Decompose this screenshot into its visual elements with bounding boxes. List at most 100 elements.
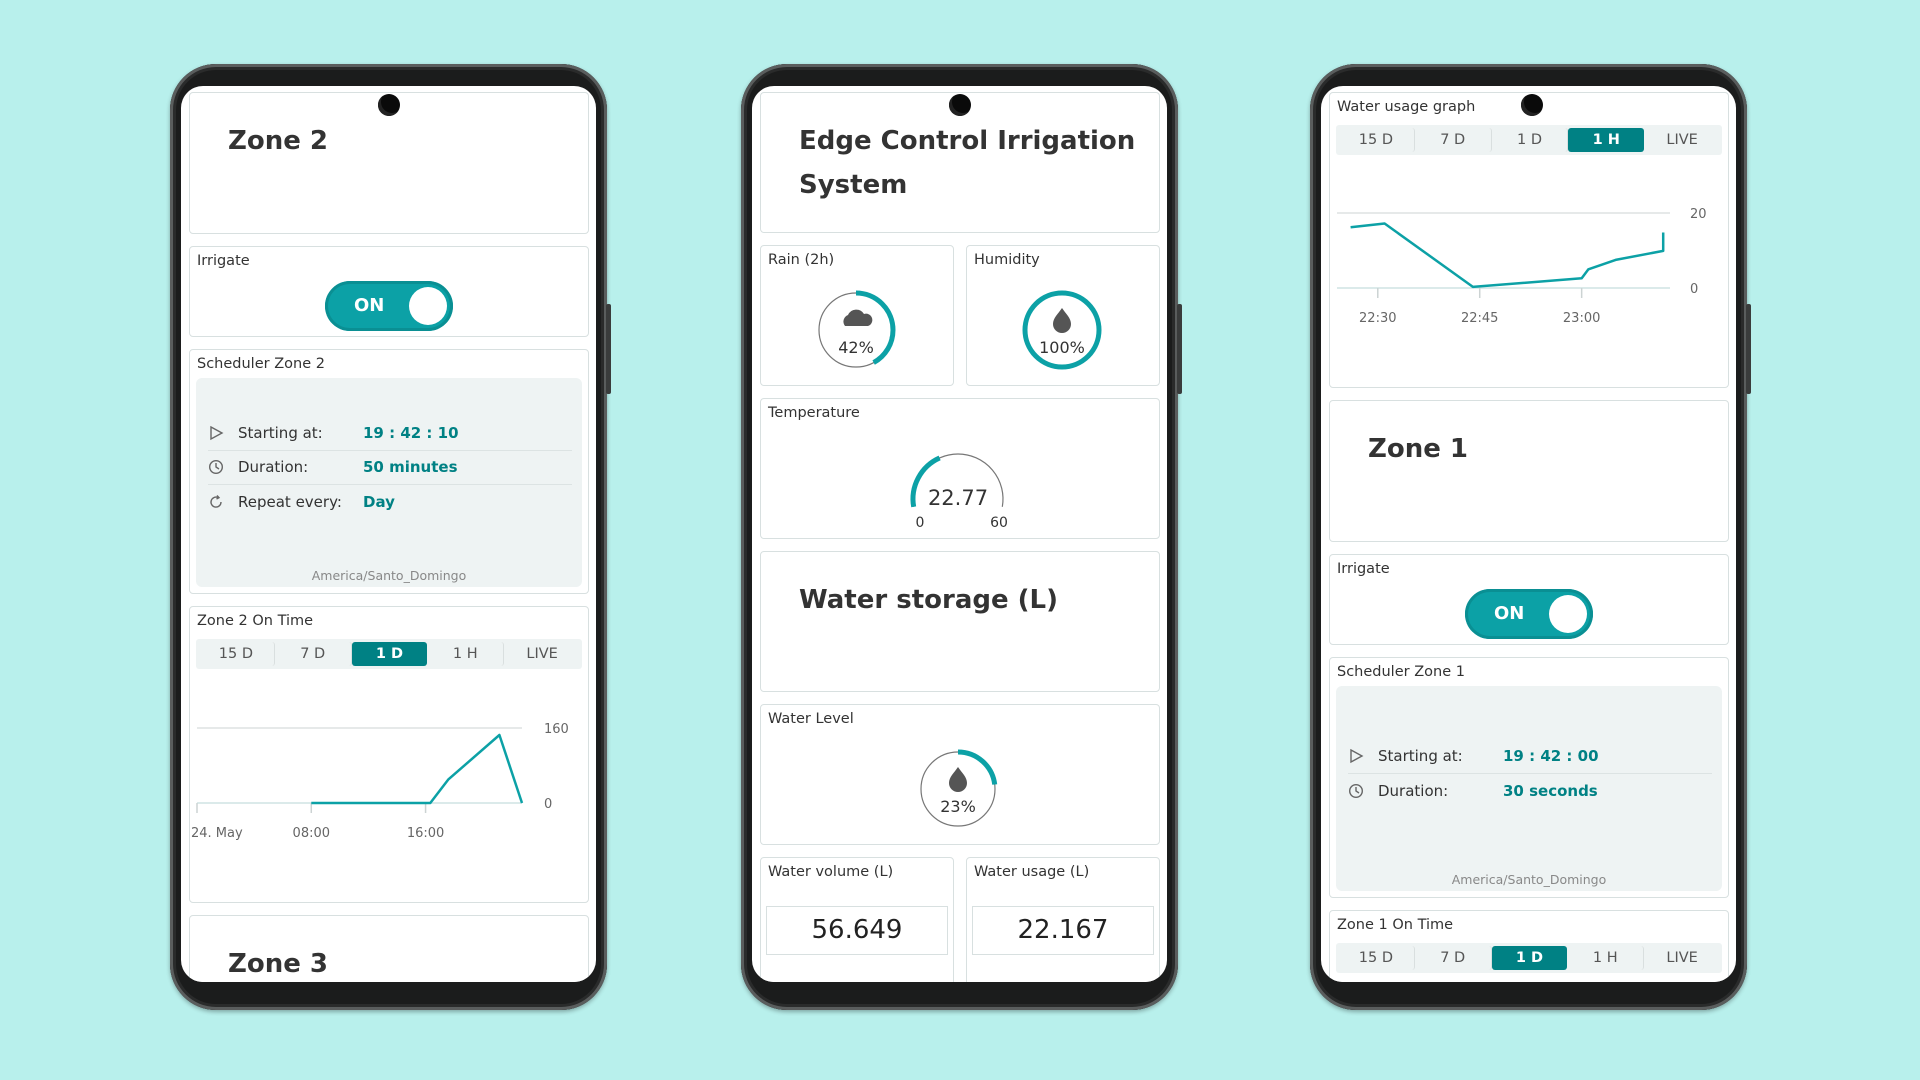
time-range-tabs: 15 D 7 D 1 D 1 H LIVE bbox=[196, 639, 582, 669]
gauge-fill bbox=[816, 290, 896, 370]
tab-1d[interactable]: 1 D bbox=[351, 642, 428, 666]
gauge-fill bbox=[918, 749, 998, 829]
play-icon bbox=[1348, 748, 1378, 764]
phone-zone2: Zone 2 Irrigate ON Scheduler Zone 2 Star… bbox=[170, 64, 611, 1010]
zone3-title: Zone 3 bbox=[228, 949, 329, 979]
card-label: Humidity bbox=[974, 252, 1040, 268]
phone-zone1: Water usage graph 15 D 7 D 1 D 1 H LIVE … bbox=[1310, 64, 1751, 1010]
toggle-label: ON bbox=[1494, 603, 1525, 624]
section-title: Water storage (L) bbox=[799, 585, 1058, 615]
x-tick-label: 22:30 bbox=[1359, 311, 1396, 326]
card-label: Water Level bbox=[768, 711, 854, 727]
tab-15d[interactable]: 15 D bbox=[1338, 946, 1415, 970]
water-volume-card: Water volume (L) 56.649 bbox=[760, 857, 954, 982]
tab-live[interactable]: LIVE bbox=[1666, 950, 1698, 966]
x-tick-label: 24. May bbox=[191, 826, 243, 841]
tab-1d[interactable]: 1 D bbox=[1492, 128, 1569, 152]
time-range-tabs: 15 D 7 D 1 D 1 H LIVE bbox=[1336, 943, 1722, 973]
irrigate-toggle[interactable]: ON bbox=[1465, 589, 1593, 639]
water-level-gauge: 23% bbox=[918, 749, 998, 829]
humidity-gauge: 100% bbox=[1022, 290, 1102, 370]
gauge-value: 23% bbox=[940, 797, 976, 816]
tab-15d[interactable]: 15 D bbox=[198, 642, 275, 666]
irrigate-card: Irrigate ON bbox=[189, 246, 589, 337]
app-title-line1: Edge Control Irrigation bbox=[799, 126, 1136, 156]
timezone-label: America/Santo_Domingo bbox=[1451, 872, 1607, 887]
card-label: Scheduler Zone 2 bbox=[197, 356, 325, 372]
card-label: Water volume (L) bbox=[768, 864, 894, 880]
toggle-knob bbox=[1549, 595, 1587, 633]
scheduler-panel[interactable]: Starting at: 19 : 42 : 00 Duration: 30 s… bbox=[1336, 686, 1722, 891]
clock-icon bbox=[208, 459, 238, 475]
tab-7d[interactable]: 7 D bbox=[275, 642, 352, 666]
toggle-knob bbox=[409, 287, 447, 325]
water-drop-icon bbox=[949, 767, 967, 792]
schedule-value: 50 minutes bbox=[363, 458, 458, 476]
x-tick-label: 23:00 bbox=[1563, 311, 1600, 326]
gauge-value: 100% bbox=[1039, 338, 1085, 357]
irrigate-card: Irrigate ON bbox=[1329, 554, 1729, 645]
play-icon bbox=[208, 425, 238, 441]
x-tick-label: 08:00 bbox=[293, 826, 330, 841]
gauge-fill bbox=[910, 455, 941, 508]
rain-card: Rain (2h) 42% bbox=[760, 245, 954, 386]
water-usage-value: 22.167 bbox=[972, 906, 1154, 955]
y-tick-label: 0 bbox=[544, 797, 552, 812]
zone3-title-card: Zone 3 bbox=[189, 915, 589, 982]
tab-1h[interactable]: 1 H bbox=[427, 642, 505, 666]
temperature-card: Temperature 22.77 0 60 bbox=[760, 398, 1160, 539]
clock-icon bbox=[1348, 783, 1378, 799]
water-drop-icon bbox=[1053, 308, 1071, 333]
irrigate-toggle[interactable]: ON bbox=[325, 281, 453, 331]
camera-icon bbox=[377, 94, 400, 116]
card-label: Zone 1 On Time bbox=[1337, 917, 1454, 933]
series-line bbox=[1350, 222, 1665, 289]
cloud-icon bbox=[843, 309, 873, 326]
water-storage-title-card: Water storage (L) bbox=[760, 551, 1160, 692]
water-usage-graph-card: Water usage graph 15 D 7 D 1 D 1 H LIVE … bbox=[1329, 92, 1729, 388]
tab-7d[interactable]: 7 D bbox=[1415, 946, 1492, 970]
series-line bbox=[311, 733, 524, 805]
temperature-gauge: 22.77 0 60 bbox=[910, 453, 1008, 531]
phone-overview: Edge Control Irrigation System Rain (2h)… bbox=[741, 64, 1182, 1010]
gauge-min: 0 bbox=[916, 515, 925, 531]
page-title: Zone 2 bbox=[228, 126, 329, 156]
scheduler-panel[interactable]: Starting at: 19 : 42 : 10 Duration: 50 m… bbox=[196, 378, 582, 587]
schedule-key: Starting at: bbox=[1378, 747, 1463, 765]
gauge-value: 42% bbox=[838, 338, 874, 357]
y-tick-label: 0 bbox=[1690, 282, 1698, 297]
screen: Water usage graph 15 D 7 D 1 D 1 H LIVE … bbox=[1321, 86, 1736, 982]
zone1-title-card: Zone 1 bbox=[1329, 400, 1729, 542]
zone2-on-time-chart: 0 160 24. May 08:00 16:00 bbox=[191, 722, 569, 841]
scheduler-card: Scheduler Zone 2 Starting at: 19 : 42 : … bbox=[189, 349, 589, 594]
side-button bbox=[1746, 304, 1751, 394]
screen: Edge Control Irrigation System Rain (2h)… bbox=[752, 86, 1167, 982]
card-label: Irrigate bbox=[1337, 561, 1390, 577]
schedule-row-duration: Duration: 50 minutes bbox=[208, 451, 572, 485]
water-usage-card: Water usage (L) 22.167 bbox=[966, 857, 1160, 982]
card-label: Rain (2h) bbox=[768, 252, 835, 268]
schedule-key: Duration: bbox=[1378, 781, 1449, 800]
card-label: Scheduler Zone 1 bbox=[1337, 664, 1465, 680]
x-tick-label: 22:45 bbox=[1461, 311, 1498, 326]
y-tick-label: 160 bbox=[544, 722, 569, 737]
y-tick-label: 20 bbox=[1690, 207, 1707, 222]
schedule-value: Day bbox=[363, 492, 395, 511]
tab-1d[interactable]: 1 D bbox=[1491, 946, 1568, 970]
page-title: Zone 1 bbox=[1368, 434, 1469, 464]
side-button bbox=[606, 304, 611, 394]
tab-15d[interactable]: 15 D bbox=[1338, 128, 1415, 152]
tab-live[interactable]: LIVE bbox=[526, 646, 558, 662]
tab-7d[interactable]: 7 D bbox=[1415, 128, 1492, 152]
app-title-card: Edge Control Irrigation System bbox=[760, 92, 1160, 233]
tab-1h[interactable]: 1 H bbox=[1568, 128, 1645, 152]
card-label: Zone 2 On Time bbox=[197, 613, 314, 629]
tab-1h[interactable]: 1 H bbox=[1567, 946, 1645, 970]
schedule-key: Duration: bbox=[238, 458, 309, 476]
card-label: Irrigate bbox=[197, 253, 250, 269]
water-volume-value: 56.649 bbox=[766, 906, 948, 955]
schedule-row-start: Starting at: 19 : 42 : 10 bbox=[208, 417, 572, 451]
tab-live[interactable]: LIVE bbox=[1666, 132, 1698, 148]
schedule-value: 19 : 42 : 00 bbox=[1503, 747, 1599, 765]
schedule-row-repeat: Repeat every: Day bbox=[208, 485, 572, 519]
